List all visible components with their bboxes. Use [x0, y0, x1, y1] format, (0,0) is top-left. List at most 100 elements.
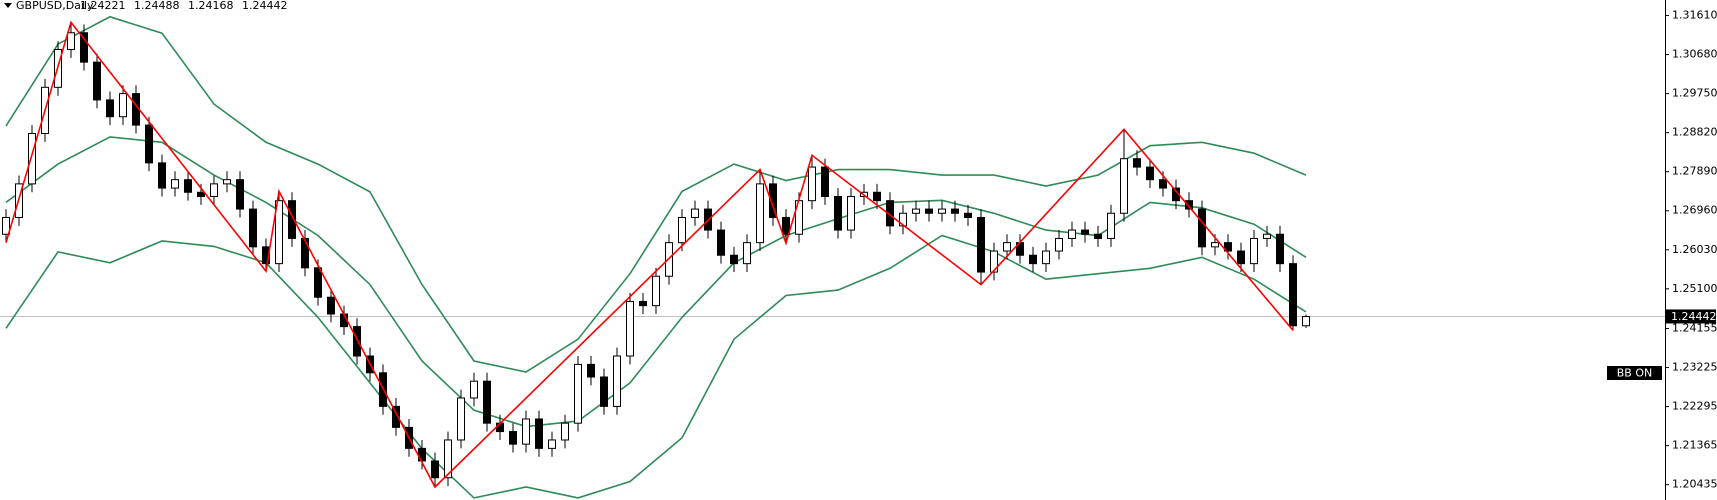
header-low: 1.24168: [188, 0, 234, 12]
bollinger-middle: [5, 136, 1307, 428]
candle-body: [769, 183, 777, 218]
candle-body: [730, 254, 738, 265]
candle-body: [184, 179, 192, 193]
candle-body: [197, 191, 205, 197]
y-tick-label: 1.24155: [1672, 322, 1717, 335]
candle-body: [223, 179, 231, 185]
y-tick-label: 1.29750: [1672, 87, 1717, 100]
candle-body: [1289, 263, 1297, 327]
y-tick-label: 1.25100: [1672, 282, 1717, 295]
candle-body: [600, 376, 608, 407]
chart-title: GBPUSD,Daily: [16, 0, 94, 12]
header-high: 1.24488: [134, 0, 180, 12]
y-tick-label: 1.23225: [1672, 361, 1717, 374]
candle-body: [171, 179, 179, 189]
candle-body: [808, 166, 816, 202]
y-tick-label: 1.21365: [1672, 439, 1717, 452]
candle-body: [1198, 208, 1206, 248]
candle-body: [873, 191, 881, 202]
candle-body: [652, 275, 660, 307]
candle-body: [67, 32, 75, 51]
candle-body: [1055, 237, 1063, 252]
y-tick-label: 1.27890: [1672, 165, 1717, 178]
y-tick-label: 1.31610: [1672, 9, 1717, 22]
candle-body: [1003, 242, 1011, 252]
candle-body: [964, 212, 972, 218]
candle-body: [210, 183, 218, 197]
candle-body: [743, 242, 751, 265]
candle-body: [353, 326, 361, 357]
candle-body: [249, 208, 257, 248]
candle-body: [262, 246, 270, 265]
y-tick-label: 1.22295: [1672, 400, 1717, 413]
candle-body: [1185, 200, 1193, 210]
candle-body: [392, 405, 400, 428]
candle-body: [1302, 316, 1310, 327]
candle-body: [236, 179, 244, 210]
candle-body: [1146, 166, 1154, 181]
candle-body: [613, 355, 621, 407]
candle-body: [470, 380, 478, 399]
candle-body: [912, 208, 920, 214]
candle-body: [431, 460, 439, 479]
bollinger-lower: [5, 234, 1307, 499]
candle-body: [1094, 233, 1102, 239]
candle-body: [626, 300, 634, 357]
candle-body: [834, 195, 842, 231]
candle-body: [756, 183, 764, 244]
candle-body: [990, 250, 998, 273]
candle-body: [1029, 254, 1037, 265]
candle-body: [821, 166, 829, 197]
candle-body: [522, 418, 530, 445]
candle-body: [1250, 237, 1258, 265]
y-tick-label: 1.26030: [1672, 243, 1717, 256]
candle-body: [691, 208, 699, 218]
candle-body: [847, 195, 855, 231]
candle-body: [561, 422, 569, 441]
candle-body: [509, 431, 517, 445]
annotation-box: [1607, 366, 1662, 380]
candle-body: [548, 439, 556, 449]
candle-body: [1133, 158, 1141, 168]
candle-body: [574, 363, 582, 424]
candle-body: [1068, 229, 1076, 239]
candle-body: [314, 267, 322, 298]
candle-body: [2, 216, 10, 235]
candle-body: [717, 229, 725, 256]
candle-body: [145, 124, 153, 164]
candle-body: [483, 380, 491, 424]
candle-body: [951, 208, 959, 214]
bollinger-upper: [5, 15, 1307, 373]
candle-body: [1042, 250, 1050, 265]
symbol-menu-icon[interactable]: [4, 3, 12, 8]
y-tick-label: 1.30680: [1672, 48, 1717, 61]
candle-body: [782, 216, 790, 235]
candle-body: [1224, 242, 1232, 252]
annotation: BB ON: [1617, 367, 1652, 380]
price-label-box: [1666, 309, 1716, 324]
candle-body: [1120, 158, 1128, 214]
candle-body: [938, 208, 946, 214]
candle-body: [1107, 212, 1115, 239]
y-tick-label: 1.28820: [1672, 126, 1717, 139]
candle-body: [106, 99, 114, 118]
candle-body: [925, 208, 933, 214]
candle-body: [119, 93, 127, 118]
y-tick-label: 1.20435: [1672, 478, 1717, 491]
y-tick-label: 1.26960: [1672, 204, 1717, 217]
price-label: 1.24442: [1671, 310, 1717, 323]
header-close: 1.24442: [242, 0, 288, 12]
candle-body: [1237, 250, 1245, 265]
candle-body: [587, 363, 595, 378]
candle-body: [327, 296, 335, 315]
candle-body: [301, 237, 309, 269]
header-open: 1.24221: [80, 0, 126, 12]
candle-body: [977, 216, 985, 273]
candle-body: [93, 61, 101, 101]
zigzag: [5, 20, 1294, 489]
candle-body: [1276, 233, 1284, 265]
candle-body: [535, 418, 543, 449]
candle-body: [158, 162, 166, 189]
candle-body: [678, 216, 686, 244]
